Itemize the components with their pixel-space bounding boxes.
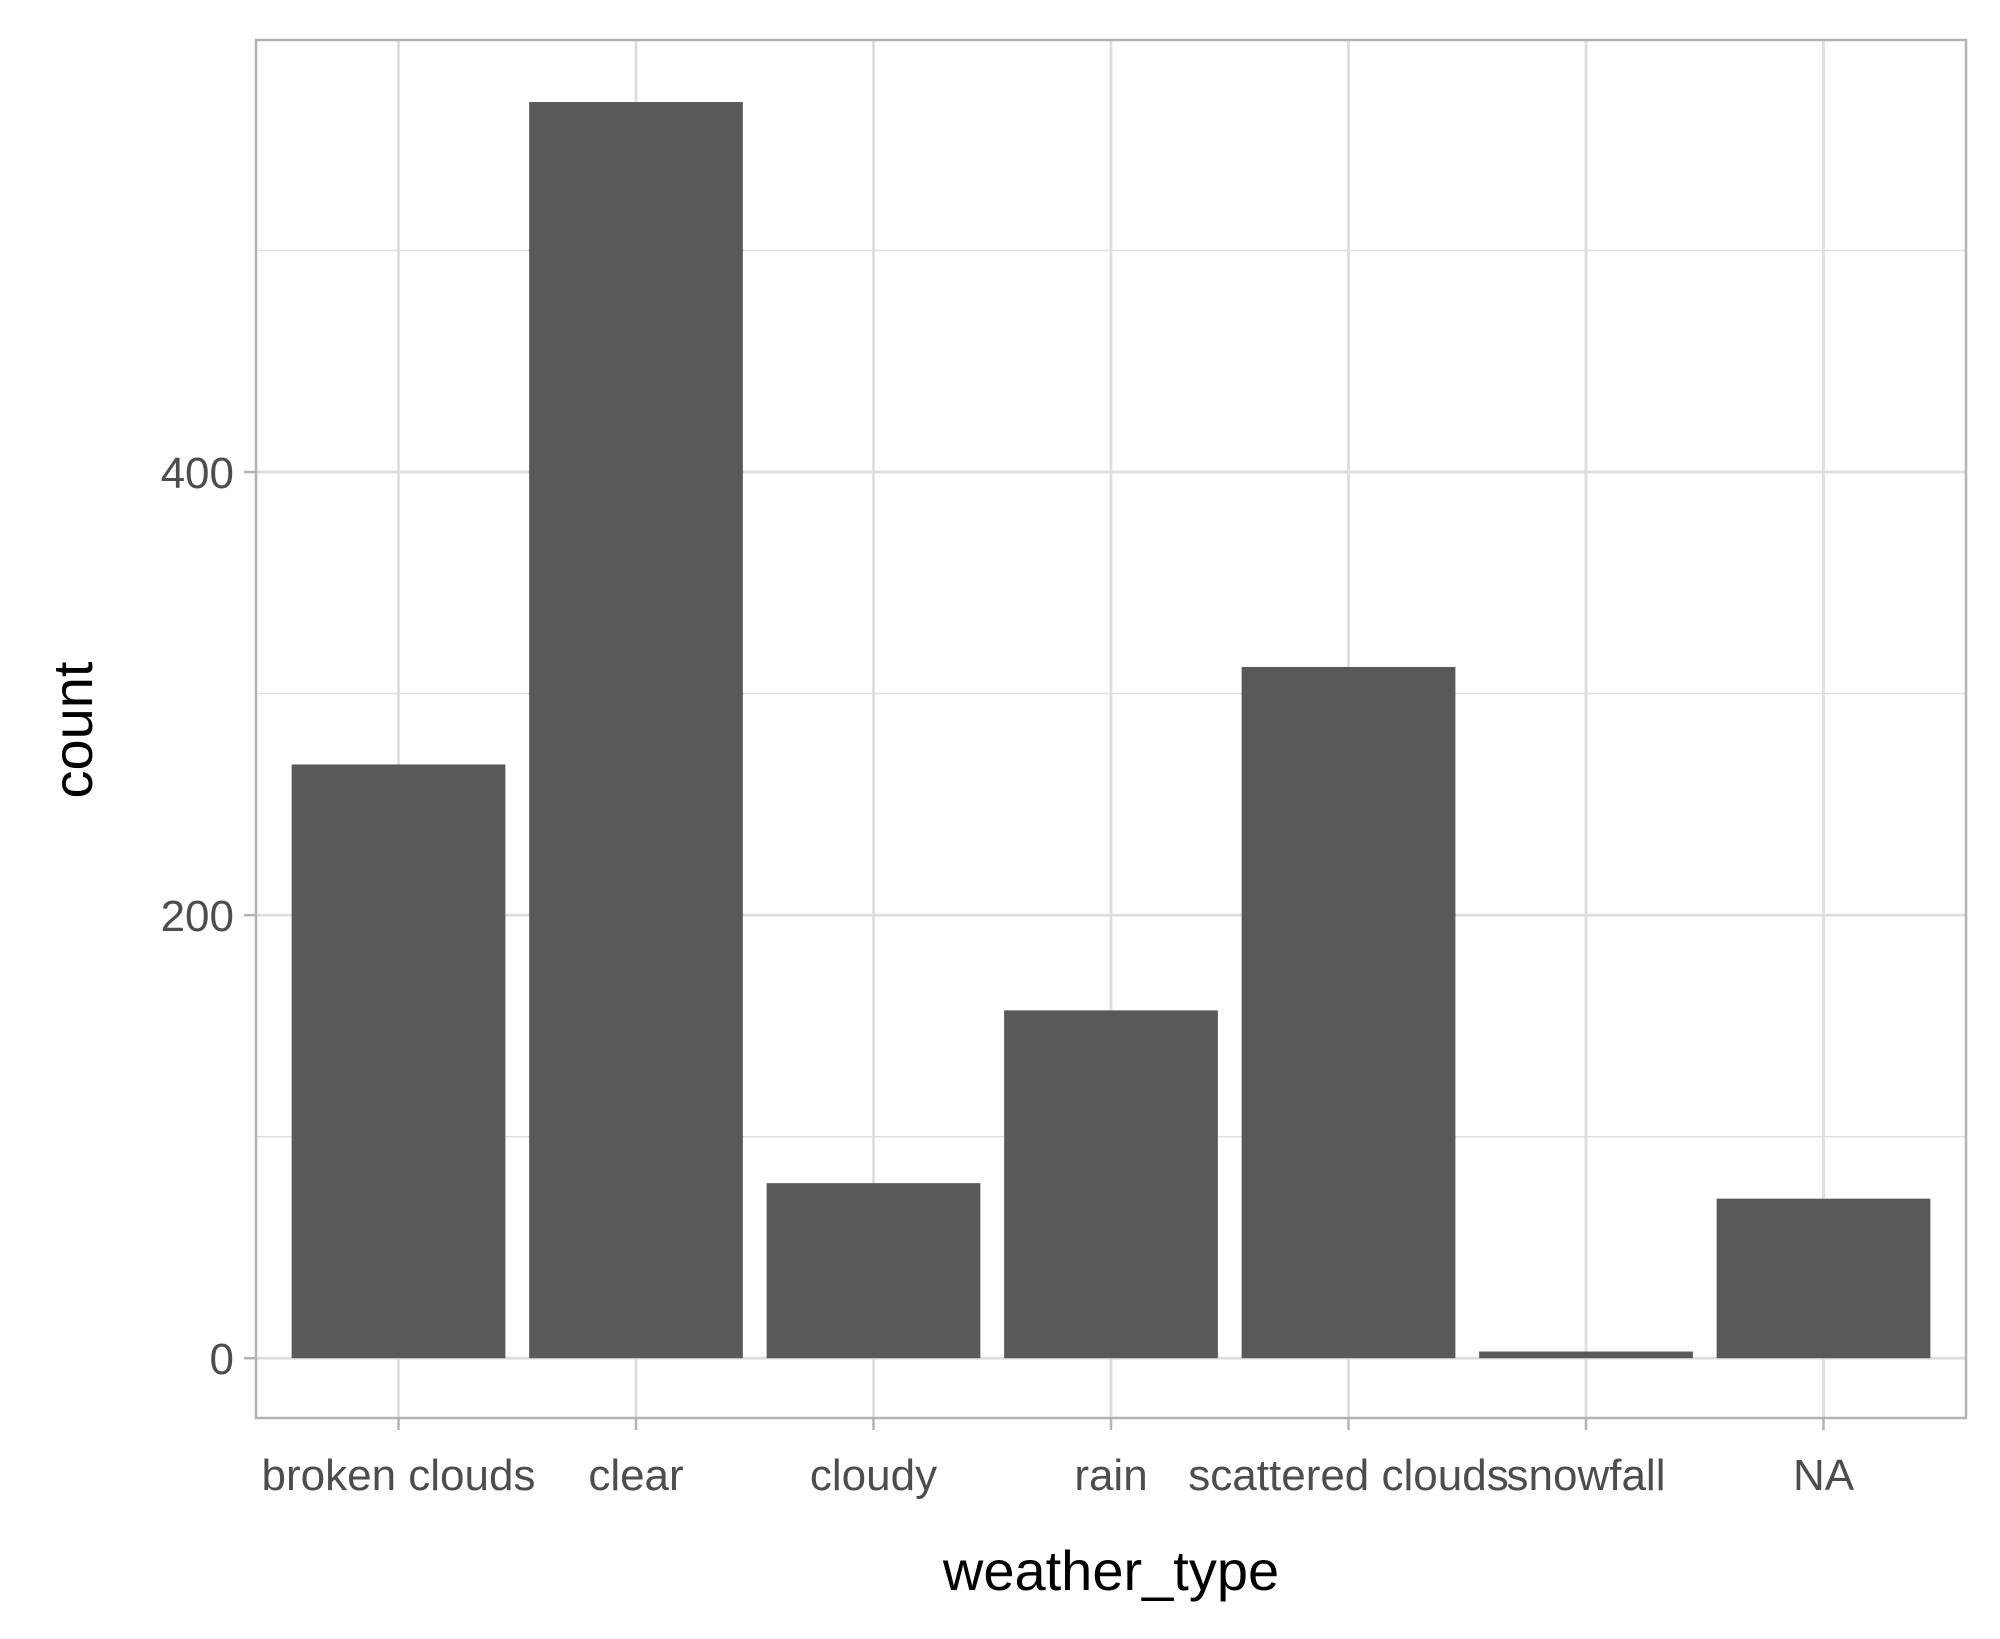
bar <box>529 102 743 1359</box>
bar <box>766 1183 981 1359</box>
x-tick-label: clear <box>588 1451 683 1500</box>
y-tick-label: 200 <box>161 892 234 941</box>
bar <box>1004 1010 1218 1359</box>
bar <box>1479 1351 1693 1359</box>
x-tick-label: NA <box>1793 1451 1855 1500</box>
x-tick-label: snowfall <box>1507 1451 1666 1500</box>
x-axis-title: weather_type <box>942 1539 1279 1602</box>
bar <box>1716 1198 1931 1359</box>
y-axis-title: count <box>41 661 104 798</box>
x-tick-label: scattered clouds <box>1188 1451 1508 1500</box>
x-tick-label: broken clouds <box>262 1451 536 1500</box>
bars <box>291 102 1931 1359</box>
bar <box>1241 666 1456 1359</box>
axis-ticks <box>244 470 1825 1430</box>
x-tick-label: rain <box>1074 1451 1147 1500</box>
tick-labels: 0 200 400 broken clouds clear cloudy rain scatt… <box>161 449 1855 1500</box>
y-tick-label: 0 <box>210 1335 234 1384</box>
y-tick-label: 400 <box>161 449 234 498</box>
x-tick-label: cloudy <box>810 1451 937 1500</box>
bar <box>291 764 506 1359</box>
